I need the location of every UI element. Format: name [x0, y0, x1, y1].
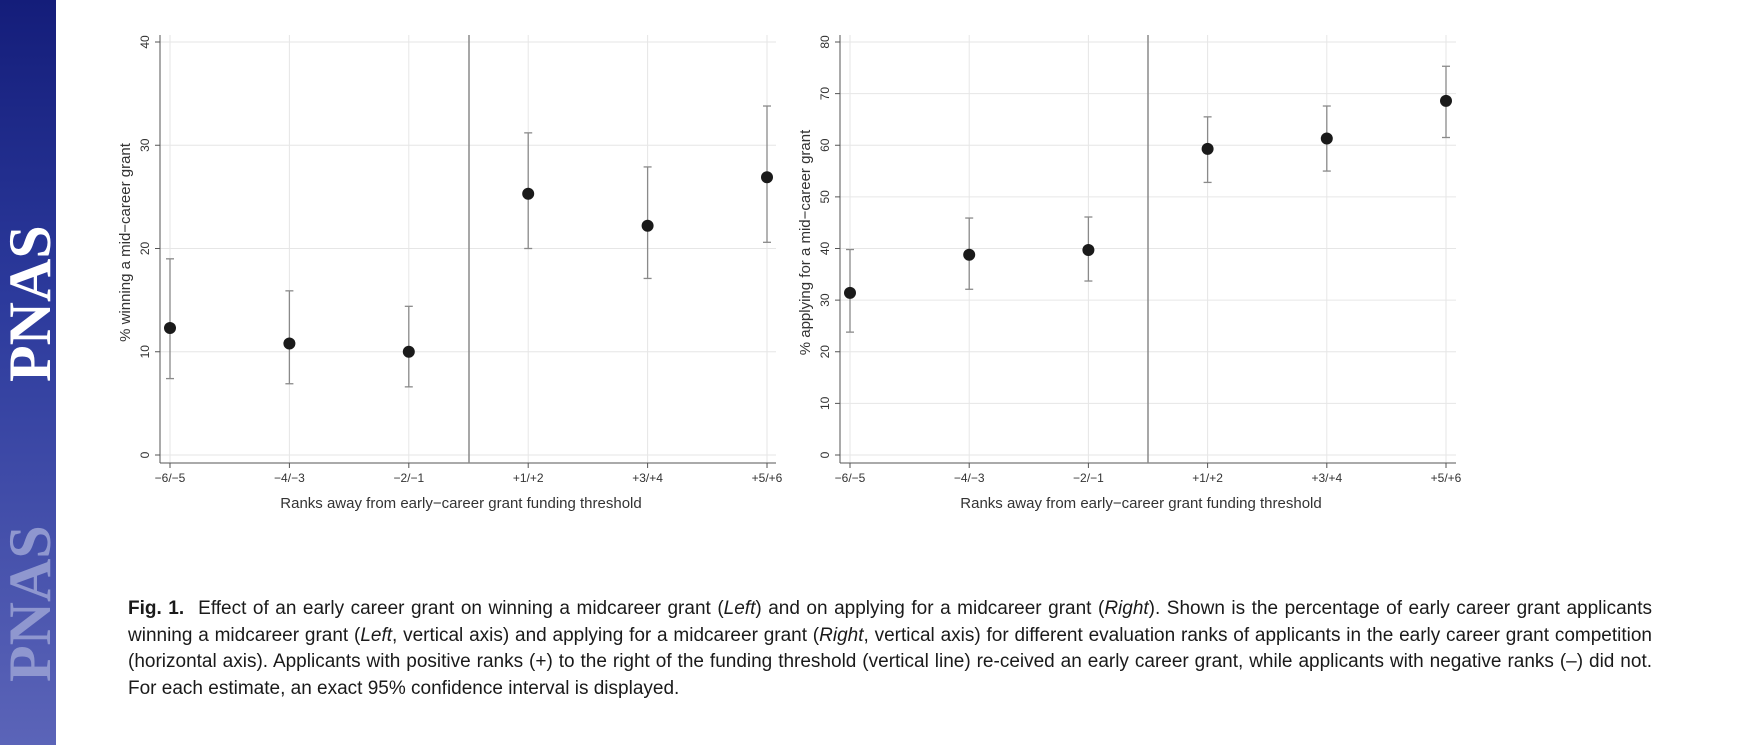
y-tick-label: 30 [818, 293, 832, 307]
data-point [522, 187, 535, 200]
x-tick-label: +3/+4 [1311, 471, 1342, 485]
x-tick-label: +1/+2 [513, 471, 544, 485]
data-point [641, 219, 654, 232]
x-tick-label: −4/−3 [274, 471, 305, 485]
x-tick-label: −6/−5 [835, 471, 866, 485]
y-tick-label: 60 [818, 138, 832, 152]
x-tick-label: +5/+6 [752, 471, 783, 485]
x-tick-label: −2/−1 [1073, 471, 1104, 485]
pnas-logo-text-faded: PNAS [0, 525, 56, 682]
y-tick-label: 30 [138, 138, 152, 152]
x-axis-title: Ranks away from early−career grant fundi… [960, 495, 1321, 512]
pnas-logo-text: PNAS [0, 225, 56, 382]
y-tick-label: 40 [818, 242, 832, 256]
pnas-logo: PNAS PNAS [0, 225, 56, 682]
x-tick-label: +1/+2 [1192, 471, 1223, 485]
figure-caption: Fig. 1. Effect of an early career grant o… [128, 598, 1653, 699]
data-point [1082, 244, 1095, 257]
y-tick-label: 0 [138, 451, 152, 458]
y-tick-label: 10 [818, 396, 832, 410]
data-point [761, 171, 773, 184]
x-tick-label: −4/−3 [954, 471, 985, 485]
y-tick-label: 20 [818, 345, 832, 359]
data-point [164, 322, 176, 335]
y-axis-title: % winning a mid−career grant [117, 142, 134, 342]
figure-label: Fig. 1. [128, 598, 185, 619]
x-tick-label: +3/+4 [632, 471, 663, 485]
journal-sidebar: PNAS PNAS [0, 0, 56, 745]
y-tick-label: 10 [138, 345, 152, 359]
right-chart: 0 10 20 30 40 50 60 70 80 −6/−5 −4/−3 −2/−1 +1/+2 +3/… [797, 35, 1462, 512]
y-tick-label: 20 [138, 242, 152, 256]
y-tick-label: 80 [818, 35, 832, 49]
y-axis-title: % applying for a mid−career grant [797, 129, 814, 355]
y-tick-label: 40 [138, 35, 152, 49]
y-tick-label: 0 [818, 451, 832, 458]
left-chart: 0 10 20 30 40 −6/−5 −4/−3 −2/−1 +1/+2 +3/+4 +5/+6 R… [117, 35, 783, 512]
x-tick-label: +5/+6 [1431, 471, 1462, 485]
x-tick-label: −2/−1 [393, 471, 424, 485]
data-point [963, 248, 976, 261]
data-point [844, 286, 856, 299]
x-tick-label: −6/−5 [155, 471, 186, 485]
y-tick-label: 70 [818, 87, 832, 101]
data-point [1440, 94, 1452, 107]
y-tick-label: 50 [818, 190, 832, 204]
data-point [1320, 132, 1333, 145]
data-point [402, 345, 415, 358]
data-point [283, 337, 296, 350]
x-axis-title: Ranks away from early−career grant fundi… [280, 495, 641, 512]
data-point [1201, 142, 1214, 155]
